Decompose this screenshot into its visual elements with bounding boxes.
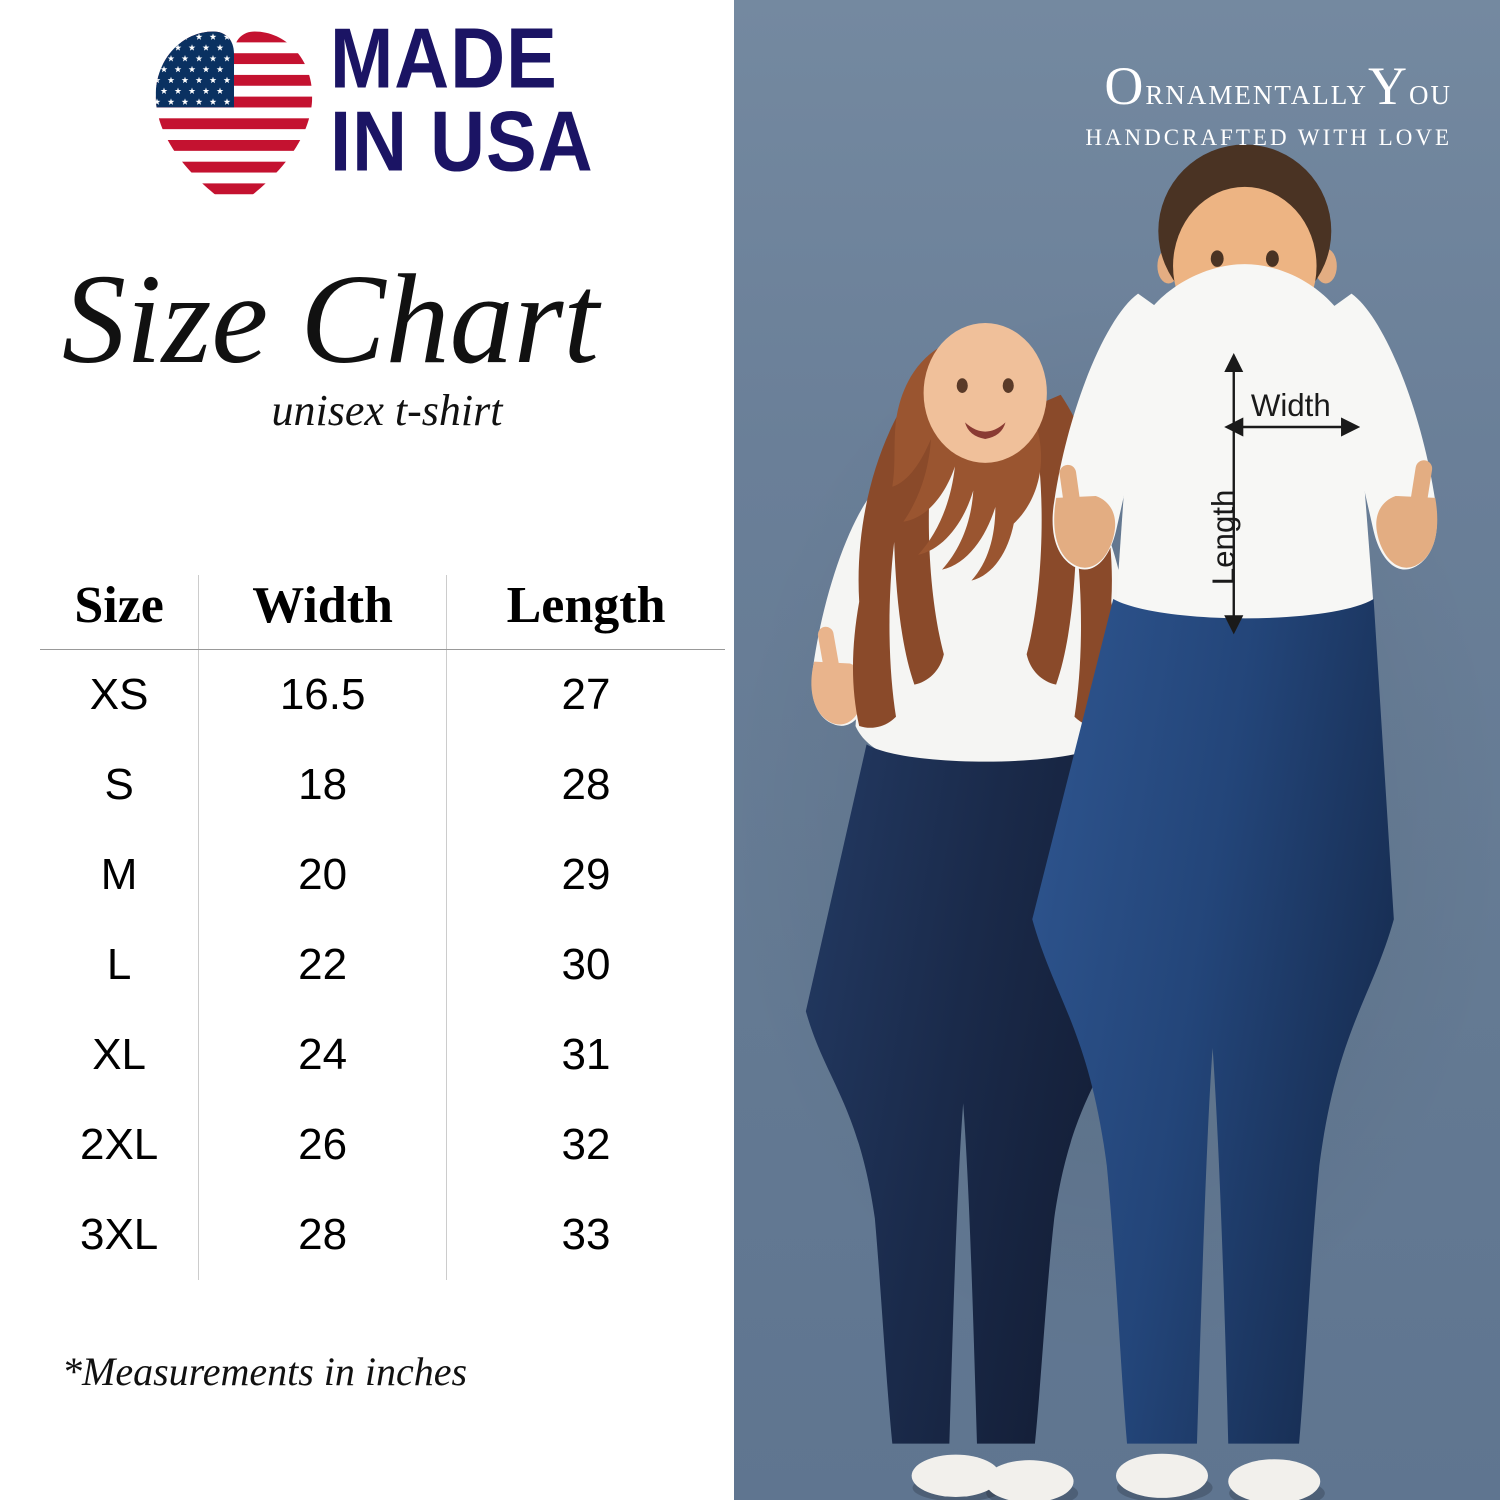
- svg-text:Width: Width: [1251, 388, 1331, 423]
- svg-text:Length: Length: [1206, 490, 1241, 586]
